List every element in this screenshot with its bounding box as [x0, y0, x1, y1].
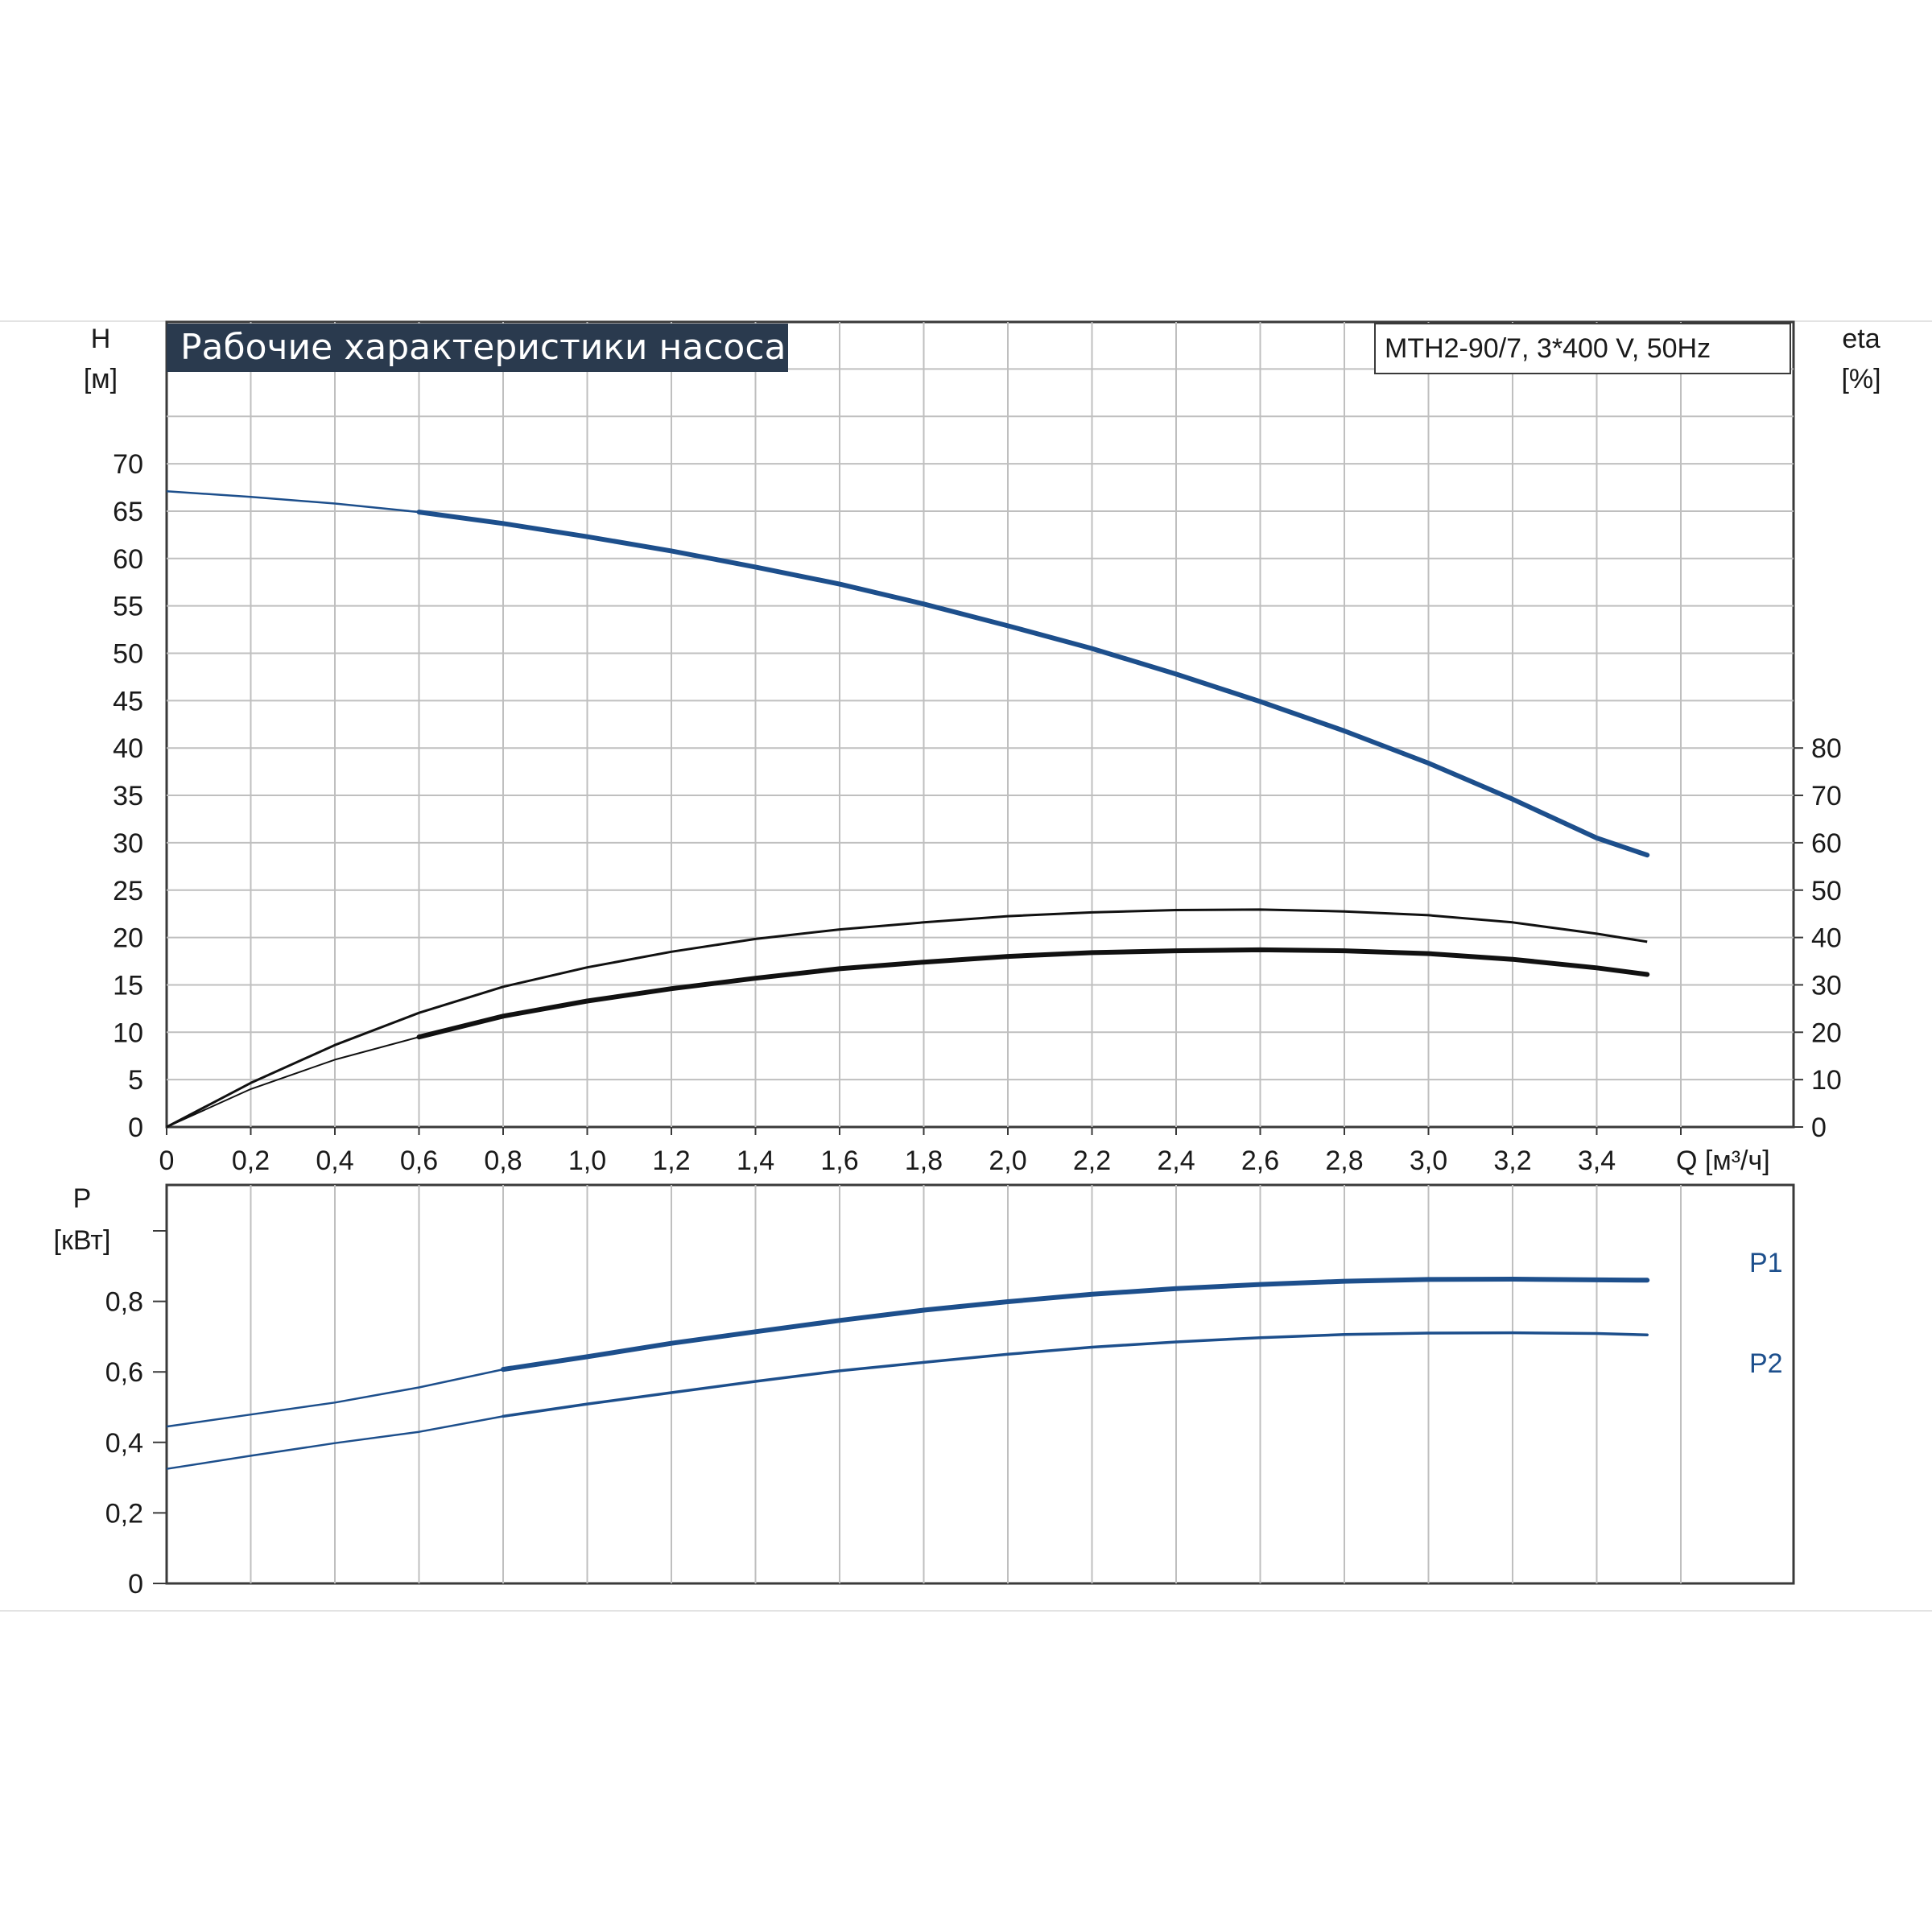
pump-efficiency-curve	[416, 947, 1650, 1040]
x-axis-label: Q [м³/ч]	[1676, 1146, 1770, 1176]
head-curve	[416, 510, 1650, 858]
p-tick-label: 0,8	[105, 1287, 143, 1318]
x-tick-label: 2,6	[1241, 1146, 1279, 1176]
x-tick-label: 1,8	[905, 1146, 943, 1176]
y-left-tick-label: 5	[128, 1065, 143, 1096]
model-label: MTH2-90/7, 3*400 V, 50Hz	[1385, 333, 1711, 364]
x-tick-label: 1,4	[737, 1146, 774, 1176]
x-tick-label: 2,2	[1073, 1146, 1111, 1176]
x-tick-label: 1,2	[652, 1146, 690, 1176]
y-left-tick-label: 25	[113, 876, 143, 906]
y-right-tick-label: 0	[1811, 1113, 1827, 1143]
p-axis-symbol: P	[73, 1183, 92, 1214]
y-left-axis-unit: [м]	[84, 364, 118, 394]
x-tick-label: 3,4	[1578, 1146, 1616, 1176]
p2-curve	[502, 1331, 1649, 1418]
y-left-tick-label: 0	[128, 1113, 143, 1143]
x-tick-label: 2,4	[1157, 1146, 1195, 1176]
y-left-tick-label: 65	[113, 497, 143, 527]
x-tick-label: 0,2	[232, 1146, 270, 1176]
y-right-tick-label: 80	[1811, 733, 1842, 764]
bottom-plot-frame	[165, 1183, 1795, 1585]
y-right-tick-label: 40	[1811, 923, 1842, 954]
y-right-tick-label: 10	[1811, 1065, 1842, 1096]
y-right-axis-symbol: eta	[1842, 324, 1880, 354]
p1-curve	[501, 1277, 1650, 1373]
y-left-tick-label: 10	[113, 1018, 143, 1048]
x-tick-label: 3,0	[1410, 1146, 1447, 1176]
y-right-tick-label: 60	[1811, 828, 1842, 859]
x-tick-label: 1,6	[820, 1146, 858, 1176]
x-tick-label: 1,0	[568, 1146, 606, 1176]
x-tick-label: 2,0	[989, 1146, 1026, 1176]
y-left-tick-label: 15	[113, 970, 143, 1001]
y-left-tick-label: 45	[113, 686, 143, 716]
y-right-tick-label: 30	[1811, 970, 1842, 1001]
y-left-tick-label: 40	[113, 733, 143, 764]
x-tick-label: 0,8	[484, 1146, 522, 1176]
x-tick-label: 0,4	[316, 1146, 353, 1176]
y-left-tick-label: 60	[113, 544, 143, 575]
efficiency-curve-thin	[166, 908, 1648, 1129]
p2-series-label: P2	[1749, 1348, 1783, 1379]
p-axis-unit: [кВт]	[54, 1225, 111, 1256]
model-box	[1374, 323, 1791, 374]
chart-title: Рабочие характеристики насоса	[180, 327, 786, 368]
y-left-tick-label: 35	[113, 781, 143, 811]
p-tick-label: 0,4	[105, 1428, 143, 1459]
y-right-axis-unit: [%]	[1841, 364, 1880, 394]
y-left-axis-symbol: H	[91, 324, 111, 354]
top-plot-frame	[165, 320, 1795, 1129]
x-tick-label: 3,2	[1493, 1146, 1531, 1176]
y-left-tick-label: 30	[113, 828, 143, 859]
y-left-tick-label: 20	[113, 923, 143, 954]
y-right-tick-label: 70	[1811, 781, 1842, 811]
chart-title-box	[167, 324, 788, 372]
y-left-tick-label: 70	[113, 449, 143, 480]
p-tick-label: 0,6	[105, 1357, 143, 1388]
y-left-tick-label: 55	[113, 592, 143, 622]
y-right-tick-label: 50	[1811, 876, 1842, 906]
bottom-separator	[0, 1610, 1932, 1612]
p-tick-label: 0	[128, 1569, 143, 1600]
y-left-tick-label: 50	[113, 639, 143, 670]
y-right-tick-label: 20	[1811, 1018, 1842, 1048]
x-tick-label: 0	[159, 1146, 175, 1176]
x-tick-label: 2,8	[1325, 1146, 1363, 1176]
p1-series-label: P1	[1749, 1248, 1783, 1278]
p-tick-label: 0,2	[105, 1498, 143, 1529]
x-tick-label: 0,6	[400, 1146, 438, 1176]
